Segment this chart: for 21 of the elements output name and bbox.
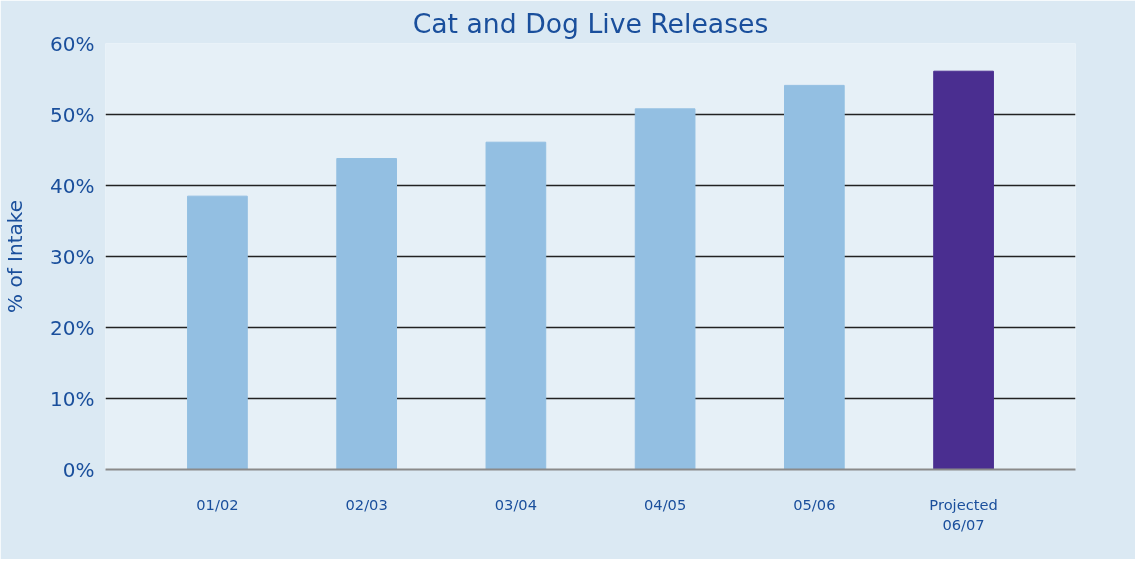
- x-tick-label: 04/05: [644, 495, 687, 513]
- x-tick-label: 02/03: [345, 495, 388, 513]
- x-tick-label: 01/02: [196, 495, 239, 513]
- x-tick-label: 03/04: [494, 495, 538, 513]
- bar: [485, 141, 547, 470]
- y-tick-label: 60%: [50, 31, 95, 56]
- y-tick-label: 40%: [50, 173, 95, 198]
- x-tick-label: 05/06: [793, 495, 836, 513]
- x-tick-label: Projected 06/07: [929, 495, 998, 533]
- bar: [336, 158, 397, 470]
- bar: [933, 70, 994, 470]
- y-tick-label: 50%: [50, 102, 95, 127]
- y-tick-label: 0%: [62, 457, 95, 482]
- y-tick-label: 10%: [50, 386, 95, 411]
- y-tick-label: 20%: [50, 315, 95, 340]
- bar: [634, 108, 696, 470]
- y-tick-label: 30%: [50, 244, 95, 269]
- chart-title: Cat and Dog Live Releases: [412, 7, 769, 39]
- y-axis-title: % of Intake: [3, 200, 28, 313]
- bar: [784, 84, 845, 470]
- bar: [187, 195, 248, 470]
